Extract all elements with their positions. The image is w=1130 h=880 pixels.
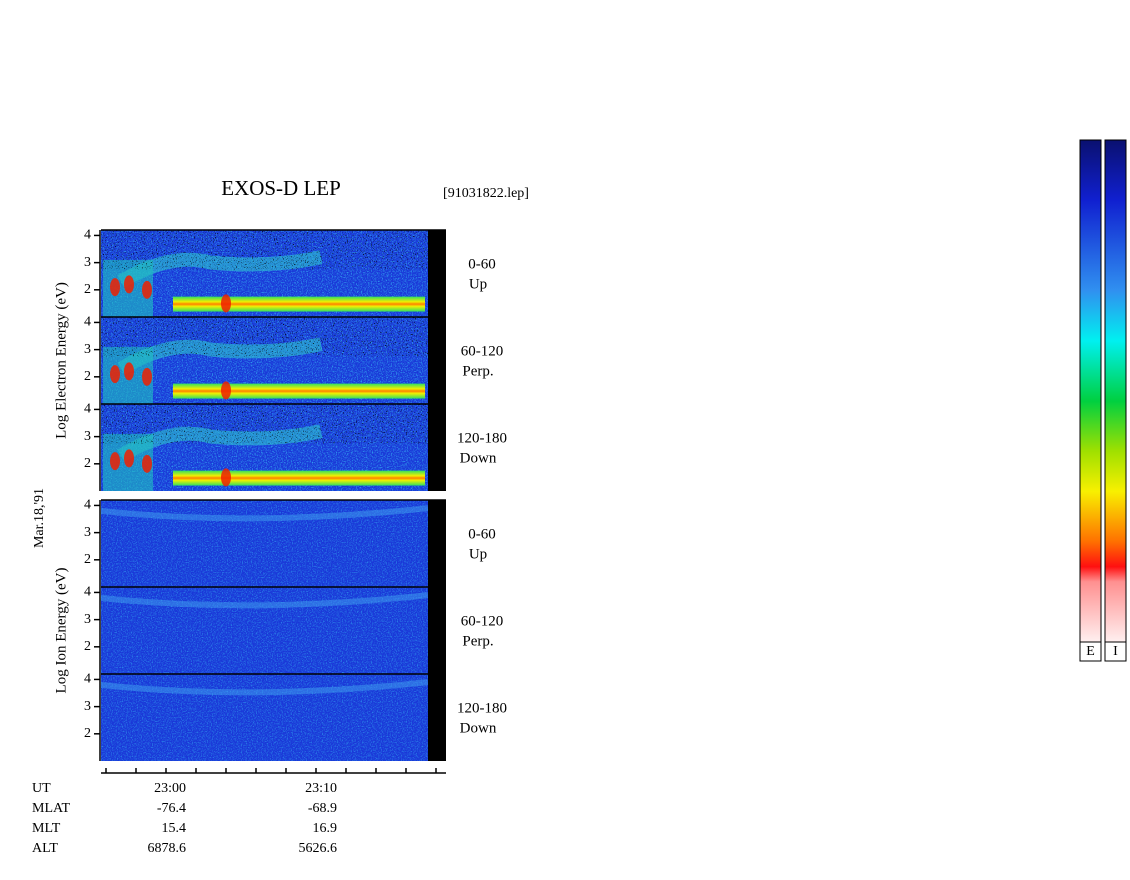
- panel-label: 120-180: [457, 700, 507, 716]
- color-bar-label: I: [1113, 644, 1118, 659]
- panel-sublabel: Up: [469, 276, 487, 292]
- spectrogram-feature: [142, 280, 152, 299]
- y-tick-label: 4: [84, 672, 91, 687]
- panel-label: 0-60: [468, 526, 496, 542]
- title: EXOS-D LEP: [221, 176, 341, 200]
- ephemeris-value: -76.4: [157, 801, 186, 816]
- y-tick-label: 3: [84, 612, 91, 627]
- y-tick-label: 4: [84, 315, 91, 330]
- spectrogram-feature: [110, 278, 120, 297]
- panel-sublabel: Perp.: [462, 363, 493, 379]
- y-tick-label: 3: [84, 699, 91, 714]
- ephemeris-label: MLAT: [32, 801, 71, 816]
- y-tick-label: 2: [84, 369, 91, 384]
- ephemeris-value: -68.9: [308, 801, 337, 816]
- spectrogram-feature: [124, 449, 134, 468]
- panel-label: 120-180: [457, 430, 507, 446]
- file-label: [91031822.lep]: [443, 186, 529, 201]
- data-gap: [428, 587, 446, 674]
- color-bar-label-box: [1079, 641, 1102, 662]
- spectrogram-feature: [173, 296, 425, 312]
- panel-sublabel: Down: [460, 450, 497, 466]
- spectrogram-feature: [124, 275, 134, 294]
- spectrogram-feature: [173, 383, 425, 399]
- ephemeris-label: UT: [32, 781, 51, 796]
- y-tick-label: 2: [84, 456, 91, 471]
- y-tick-label: 2: [84, 639, 91, 654]
- data-gap: [428, 500, 446, 587]
- ephemeris-value: 23:00: [154, 781, 186, 796]
- spectrogram-feature: [110, 452, 120, 471]
- spectrogram-feature: [100, 592, 429, 609]
- spectrogram-feature: [100, 679, 429, 696]
- y-tick-label: 4: [84, 228, 91, 243]
- ephemeris-label: ALT: [32, 841, 58, 856]
- y-axis-label: Log Electron Energy (eV): [53, 282, 69, 439]
- y-axis-label: Log Ion Energy (eV): [53, 568, 69, 694]
- color-bar-label-box: [1104, 641, 1127, 662]
- color-bar: [1104, 139, 1127, 643]
- data-gap: [428, 230, 446, 317]
- spectrogram-feature: [142, 367, 152, 386]
- ephemeris-value: 6878.6: [148, 841, 187, 856]
- y-tick-label: 2: [84, 552, 91, 567]
- data-gap: [428, 404, 446, 491]
- ephemeris-value: 5626.6: [299, 841, 338, 856]
- ephemeris-value: 23:10: [305, 781, 337, 796]
- spectrogram-feature: [173, 470, 425, 486]
- panel-label: 0-60: [468, 256, 496, 272]
- spectrogram-specks: [101, 230, 428, 270]
- spectrogram-feature: [221, 381, 231, 400]
- ephemeris-label: MLT: [32, 821, 61, 836]
- data-gap: [428, 317, 446, 404]
- panel-label: 60-120: [461, 343, 504, 359]
- panel-sublabel: Up: [469, 546, 487, 562]
- panel-sublabel: Down: [460, 720, 497, 736]
- y-tick-label: 3: [84, 525, 91, 540]
- ephemeris-value: 15.4: [162, 821, 187, 836]
- ephemeris-value: 16.9: [313, 821, 338, 836]
- data-gap: [428, 674, 446, 761]
- spectrogram-feature: [221, 294, 231, 313]
- y-tick-label: 3: [84, 342, 91, 357]
- spectrogram-feature: [124, 362, 134, 381]
- color-bar: [1079, 139, 1102, 643]
- y-tick-label: 3: [84, 255, 91, 270]
- spectrogram-feature: [221, 468, 231, 487]
- date-label: Mar.18,'91: [32, 488, 47, 548]
- spectrogram-feature: [142, 454, 152, 473]
- spectrogram-feature: [110, 365, 120, 384]
- spectrogram-specks: [101, 404, 428, 444]
- panel-label: 60-120: [461, 613, 504, 629]
- y-tick-label: 4: [84, 498, 91, 513]
- color-bar-label: E: [1086, 644, 1095, 659]
- y-tick-label: 2: [84, 282, 91, 297]
- y-tick-label: 2: [84, 726, 91, 741]
- y-tick-label: 4: [84, 402, 91, 417]
- y-tick-label: 3: [84, 429, 91, 444]
- panel-sublabel: Perp.: [462, 633, 493, 649]
- y-tick-label: 4: [84, 585, 91, 600]
- spectrogram-feature: [100, 505, 429, 522]
- spectrogram-specks: [101, 317, 428, 357]
